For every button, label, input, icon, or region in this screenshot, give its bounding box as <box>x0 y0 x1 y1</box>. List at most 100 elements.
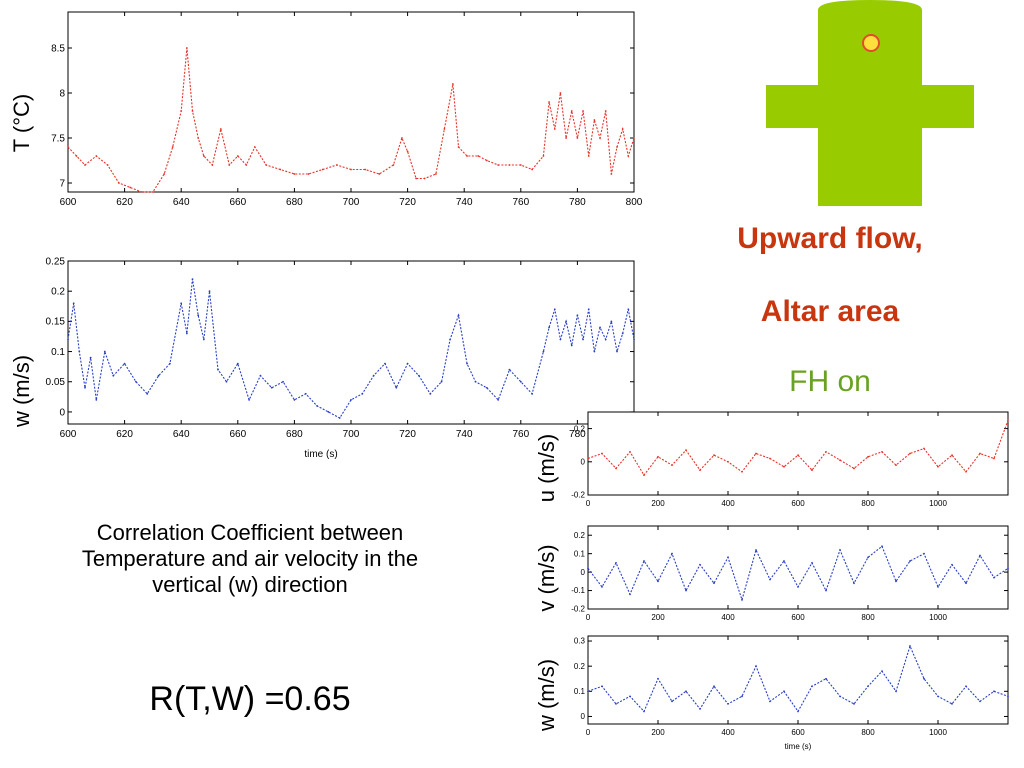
y-tick-label: 0.2 <box>51 287 65 298</box>
data-point <box>909 452 911 455</box>
data-point <box>84 386 86 389</box>
data-point <box>185 47 188 49</box>
data-point <box>350 398 352 401</box>
x-tick-label: 680 <box>286 197 303 208</box>
data-point <box>923 677 925 680</box>
data-point <box>657 455 659 458</box>
y-tick-label: 7 <box>59 178 65 189</box>
fh-status: FH on <box>789 365 871 398</box>
series-line-w1 <box>67 279 635 419</box>
data-point <box>123 362 126 365</box>
data-point <box>112 374 115 377</box>
data-point <box>1007 567 1009 570</box>
x-tick-label: 680 <box>286 429 303 440</box>
data-point <box>797 585 799 588</box>
x-tick-label: 200 <box>651 728 665 737</box>
data-point <box>965 470 967 473</box>
x-tick-label: 600 <box>791 499 805 508</box>
x-tick-label: 620 <box>116 197 133 208</box>
x-tick-label: 660 <box>229 197 246 208</box>
data-point <box>103 350 106 353</box>
data-point <box>839 695 841 698</box>
x-tick-label: 400 <box>721 613 735 622</box>
correlation-value: R(T,W) =0.65 <box>149 680 351 718</box>
data-point <box>364 168 367 171</box>
data-point <box>610 320 613 323</box>
data-point <box>378 173 381 175</box>
data-point <box>951 702 953 705</box>
x-tick-label: 800 <box>626 197 643 208</box>
y-tick-label: 0.2 <box>574 662 586 671</box>
data-point <box>497 164 500 166</box>
data-point <box>171 146 174 148</box>
data-point <box>1007 695 1009 698</box>
data-point <box>783 560 785 562</box>
data-point <box>755 452 757 455</box>
data-point <box>993 457 995 460</box>
x-tick-label: 400 <box>721 499 735 508</box>
data-point <box>401 137 403 139</box>
data-point <box>95 398 98 401</box>
y-tick-label: 7.5 <box>51 133 65 144</box>
data-point <box>741 598 743 601</box>
plot-frame <box>587 635 1009 725</box>
data-point <box>923 552 925 555</box>
data-point <box>616 146 618 148</box>
data-point <box>741 695 743 698</box>
x-tick-label: 1000 <box>929 499 947 508</box>
data-point <box>727 556 729 559</box>
data-point <box>699 563 701 566</box>
x-axis-label: time (s) <box>304 449 337 460</box>
data-point <box>531 168 534 171</box>
data-point <box>979 700 981 703</box>
data-point <box>135 380 137 383</box>
data-point <box>219 128 222 130</box>
data-point <box>657 580 659 583</box>
y-tick-label: -0.2 <box>571 491 585 500</box>
y-tick-label: -0.1 <box>571 586 585 595</box>
x-tick-label: 760 <box>512 429 529 440</box>
data-point <box>633 137 635 139</box>
data-point <box>629 695 631 698</box>
data-point <box>570 110 573 112</box>
data-point <box>293 173 296 175</box>
data-point <box>84 164 86 166</box>
data-point <box>228 164 231 166</box>
data-point <box>163 173 166 175</box>
data-point <box>699 708 701 710</box>
data-point <box>78 350 81 353</box>
data-point <box>191 110 194 112</box>
data-point <box>811 561 813 564</box>
correlation-description: Correlation Coefficient between Temperat… <box>81 520 419 597</box>
x-tick-label: 760 <box>512 197 529 208</box>
data-point <box>853 467 855 470</box>
y-tick-label: 0 <box>581 568 586 577</box>
data-point <box>643 560 645 562</box>
x-tick-label: 1000 <box>929 728 947 737</box>
data-point <box>576 314 579 317</box>
x-axis-label: time (s) <box>785 742 812 751</box>
data-point <box>979 452 981 455</box>
area-title: Altar area <box>760 295 900 328</box>
series-line-T <box>67 47 635 193</box>
data-point <box>253 146 256 148</box>
data-point <box>713 685 715 688</box>
x-tick-label: 600 <box>60 429 77 440</box>
data-point <box>685 449 687 452</box>
data-point <box>67 338 69 341</box>
x-tick-label: 780 <box>569 429 586 440</box>
data-point <box>993 690 995 693</box>
data-point <box>671 700 673 703</box>
x-tick-label: 700 <box>343 197 360 208</box>
data-point <box>197 314 200 317</box>
data-point <box>435 173 437 175</box>
data-point <box>951 454 953 457</box>
data-point <box>671 464 673 467</box>
u-velocity-chart: 0 200 400 600 800 1000-0.200.2 <box>571 411 1009 508</box>
data-point <box>270 386 273 389</box>
data-point <box>587 690 589 693</box>
data-point <box>601 685 603 688</box>
data-point <box>599 137 601 139</box>
data-point <box>1007 419 1009 422</box>
data-point <box>307 173 310 175</box>
